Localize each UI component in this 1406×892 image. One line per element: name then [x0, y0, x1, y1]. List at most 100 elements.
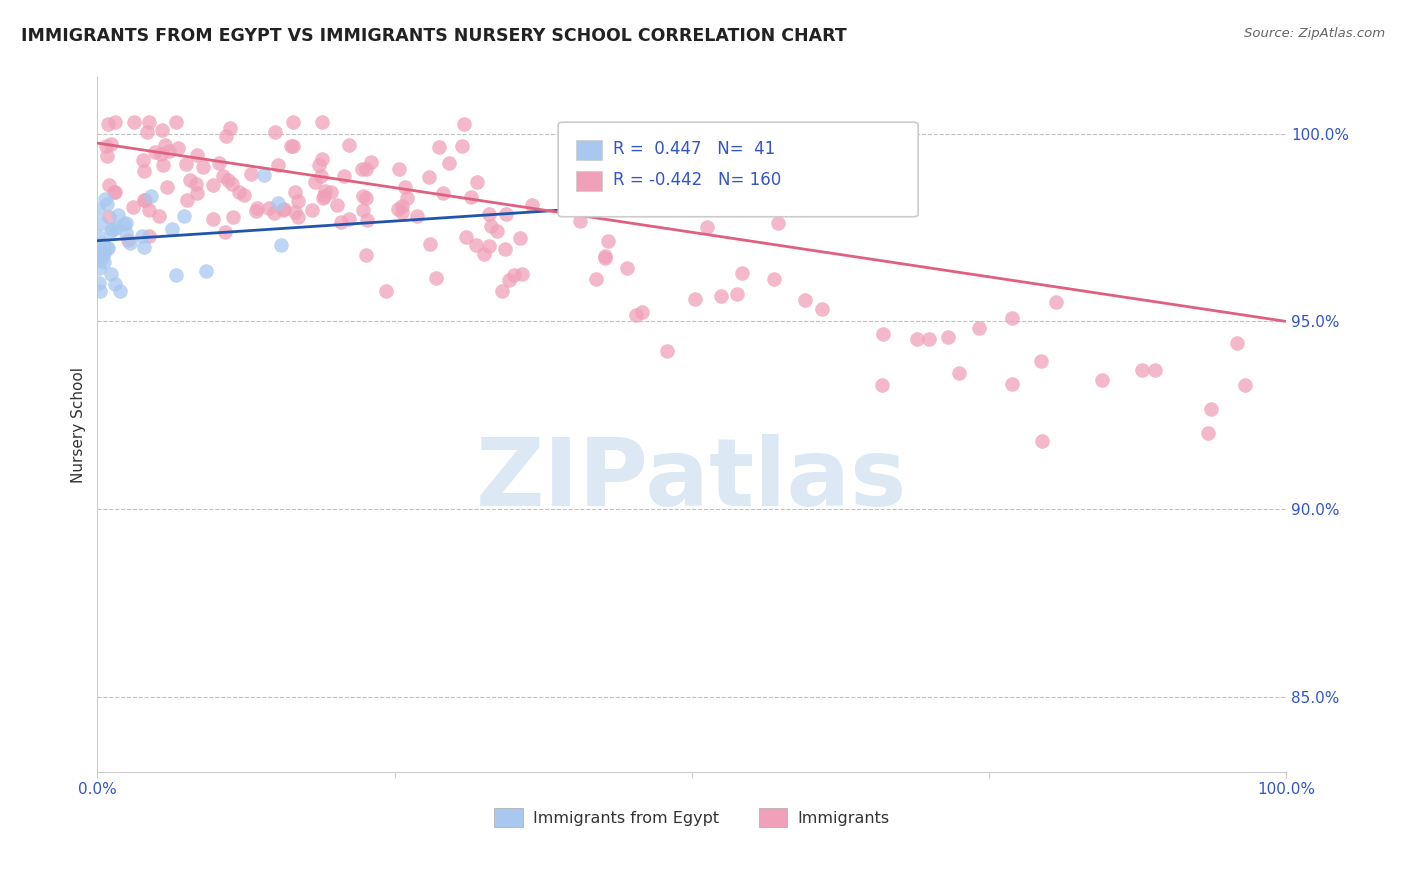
Point	[311, 152, 333, 166]
Point	[810, 301, 832, 316]
Point	[356, 213, 378, 227]
Point	[478, 239, 501, 253]
Point	[405, 209, 427, 223]
Point	[100, 224, 122, 238]
Point	[696, 219, 718, 234]
Point	[228, 185, 250, 199]
Point	[257, 201, 280, 215]
Point	[97, 178, 120, 193]
Point	[283, 138, 305, 153]
Point	[103, 185, 125, 199]
Point	[595, 251, 617, 265]
Point	[90, 244, 112, 259]
Point	[284, 185, 307, 199]
Point	[90, 216, 112, 230]
Point	[768, 216, 790, 230]
Point	[1234, 377, 1257, 392]
Point	[1090, 373, 1112, 387]
Point	[1226, 335, 1249, 350]
Point	[96, 149, 118, 163]
Point	[387, 202, 409, 217]
Point	[520, 197, 543, 211]
Point	[176, 194, 198, 208]
Point	[100, 268, 122, 282]
Point	[105, 221, 128, 235]
Point	[96, 197, 118, 211]
Point	[221, 178, 243, 192]
Point	[86, 246, 108, 260]
Point	[132, 193, 155, 207]
Point	[139, 189, 162, 203]
Point	[352, 189, 374, 203]
Point	[596, 234, 619, 248]
Point	[138, 203, 160, 218]
Point	[631, 305, 654, 319]
Point	[179, 173, 201, 187]
Point	[240, 167, 263, 181]
Point	[495, 207, 517, 221]
Point	[321, 185, 343, 199]
Point	[136, 125, 159, 139]
Point	[184, 178, 207, 192]
Point	[326, 198, 349, 212]
Point	[87, 276, 110, 290]
Point	[731, 266, 754, 280]
Point	[218, 120, 240, 135]
Point	[267, 158, 290, 172]
Point	[605, 194, 627, 209]
Point	[478, 206, 501, 220]
Point	[354, 248, 377, 262]
Point	[391, 205, 413, 219]
Point	[93, 244, 115, 259]
Point	[1001, 377, 1024, 392]
Point	[465, 175, 488, 189]
Point	[174, 157, 197, 171]
Point	[96, 117, 118, 131]
Point	[112, 217, 135, 231]
Point	[208, 156, 231, 170]
Point	[132, 163, 155, 178]
Point	[287, 194, 309, 208]
Point	[763, 271, 786, 285]
Point	[263, 206, 285, 220]
Point	[725, 286, 748, 301]
Point	[491, 284, 513, 298]
Point	[1143, 363, 1166, 377]
Point	[905, 332, 928, 346]
Text: Source: ZipAtlas.com: Source: ZipAtlas.com	[1244, 27, 1385, 40]
Point	[311, 115, 333, 129]
Point	[217, 173, 239, 187]
Point	[120, 235, 142, 250]
Point	[202, 211, 225, 226]
Point	[352, 202, 374, 217]
Point	[266, 195, 288, 210]
Point	[350, 161, 373, 176]
Point	[97, 241, 120, 255]
Point	[710, 289, 733, 303]
Point	[314, 189, 336, 203]
Point	[232, 188, 254, 202]
Point	[354, 191, 377, 205]
Point	[186, 148, 208, 162]
Point	[132, 153, 155, 167]
Point	[936, 330, 959, 344]
Point	[134, 193, 156, 207]
Point	[472, 247, 495, 261]
Point	[311, 169, 333, 184]
Point	[394, 180, 416, 194]
Point	[391, 198, 413, 212]
Point	[624, 308, 647, 322]
Text: IMMIGRANTS FROM EGYPT VS IMMIGRANTS NURSERY SCHOOL CORRELATION CHART: IMMIGRANTS FROM EGYPT VS IMMIGRANTS NURS…	[21, 27, 846, 45]
Point	[418, 169, 440, 184]
Point	[165, 268, 187, 283]
Point	[870, 377, 893, 392]
Point	[148, 209, 170, 223]
Point	[263, 125, 285, 139]
Point	[87, 202, 110, 216]
Point	[1132, 362, 1154, 376]
Point	[1031, 434, 1053, 449]
Point	[512, 267, 534, 281]
Point	[375, 285, 398, 299]
Point	[101, 222, 124, 236]
Y-axis label: Nursery School: Nursery School	[72, 367, 86, 483]
